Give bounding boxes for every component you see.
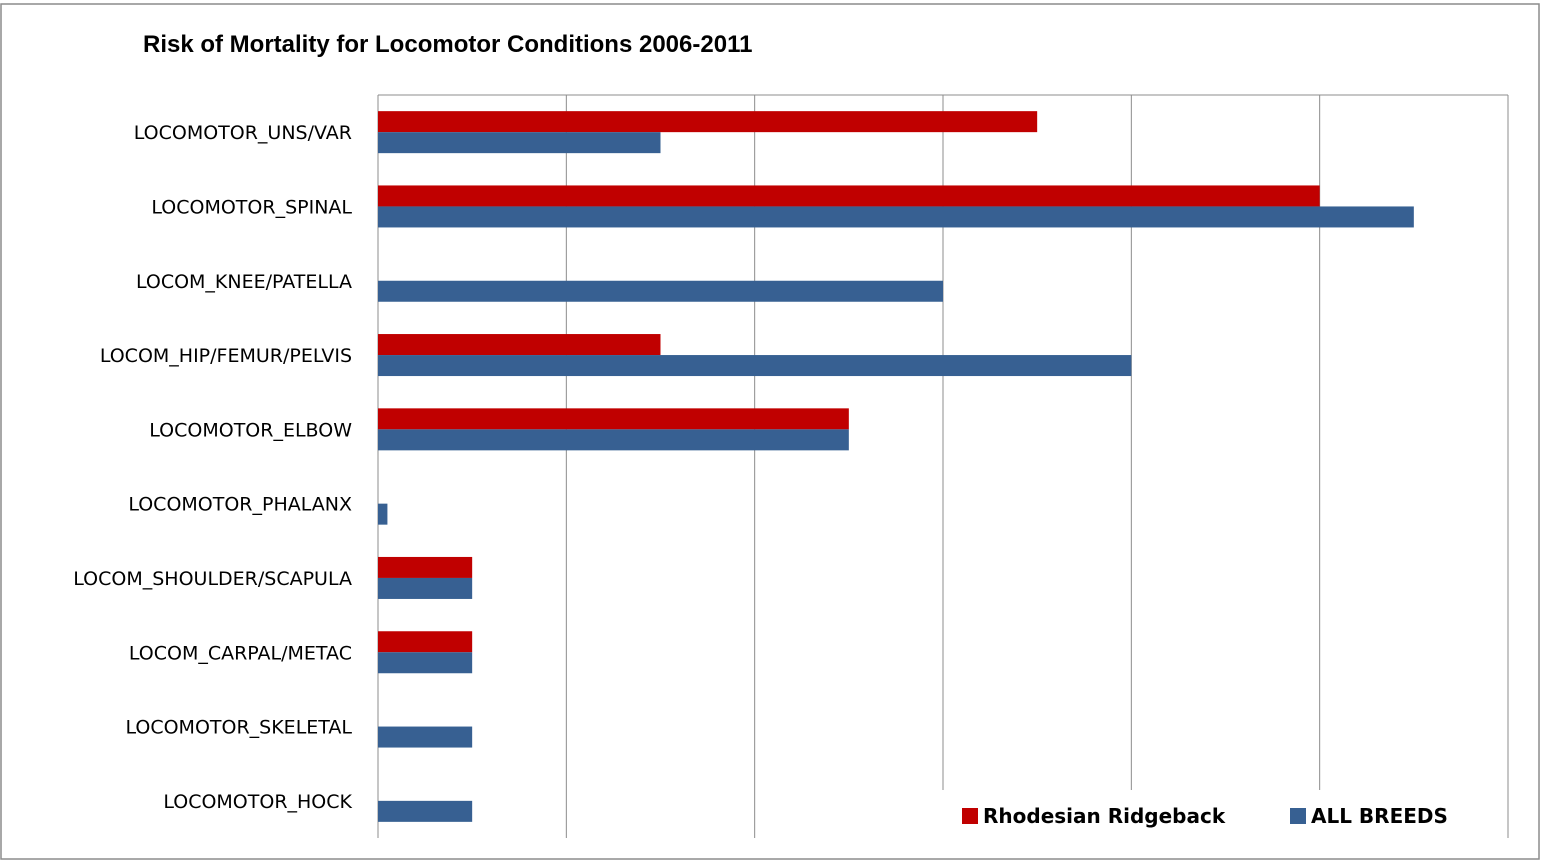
bar-all-breeds-locomotor-phalanx xyxy=(378,503,388,525)
legend-label-rhodesian-ridgeback: Rhodesian Ridgeback xyxy=(983,804,1226,828)
category-label-locom-carpal-metac: LOCOM_CARPAL/METAC xyxy=(129,642,352,664)
bar-rhodesian-ridgeback-locomotor-uns-var xyxy=(378,111,1038,133)
bar-rhodesian-ridgeback-locom-carpal-metac xyxy=(378,631,473,653)
category-labels: LOCOMOTOR_UNS/VAR LOCOMOTOR_SPINAL LOCOM_K… xyxy=(73,122,352,813)
chart-title: Risk of Mortality for Locomotor Conditio… xyxy=(143,31,752,58)
bar-all-breeds-locomotor-hock xyxy=(378,800,473,822)
legend-label-all-breeds: ALL BREEDS xyxy=(1311,804,1448,828)
legend: Rhodesian Ridgeback ALL BREEDS xyxy=(940,790,1480,840)
category-label-locomotor-phalanx: LOCOMOTOR_PHALANX xyxy=(128,494,352,516)
bar-rhodesian-ridgeback-locomotor-spinal xyxy=(378,185,1320,207)
category-label-locomotor-uns-var: LOCOMOTOR_UNS/VAR xyxy=(134,122,352,144)
bar-all-breeds-locom-carpal-metac xyxy=(378,652,473,674)
bar-all-breeds-locomotor-spinal xyxy=(378,206,1414,228)
category-label-locom-knee-patella: LOCOM_KNEE/PATELLA xyxy=(136,271,352,293)
bar-all-breeds-locomotor-skeletal xyxy=(378,726,473,748)
bar-all-breeds-locomotor-uns-var xyxy=(378,132,661,154)
bar-rhodesian-ridgeback-locomotor-elbow xyxy=(378,408,849,430)
bar-all-breeds-locom-knee-patella xyxy=(378,280,943,302)
legend-swatch-rhodesian-ridgeback xyxy=(962,808,978,824)
category-label-locomotor-hock: LOCOMOTOR_HOCK xyxy=(163,791,352,813)
legend-swatch-all-breeds xyxy=(1290,808,1306,824)
bar-rhodesian-ridgeback-locom-hip-femur-pelvis xyxy=(378,334,661,356)
category-label-locomotor-skeletal: LOCOMOTOR_SKELETAL xyxy=(125,717,352,739)
bar-all-breeds-locom-shoulder-scapula xyxy=(378,577,473,599)
bars xyxy=(378,111,1414,822)
bar-all-breeds-locomotor-elbow xyxy=(378,429,849,451)
category-label-locom-shoulder-scapula: LOCOM_SHOULDER/SCAPULA xyxy=(73,568,352,590)
category-label-locomotor-elbow: LOCOMOTOR_ELBOW xyxy=(149,419,352,441)
legend-background xyxy=(940,790,1480,840)
bar-rhodesian-ridgeback-locom-shoulder-scapula xyxy=(378,556,473,578)
category-label-locomotor-spinal: LOCOMOTOR_SPINAL xyxy=(151,196,352,218)
category-label-locom-hip-femur-pelvis: LOCOM_HIP/FEMUR/PELVIS xyxy=(100,345,352,367)
bar-all-breeds-locom-hip-femur-pelvis xyxy=(378,355,1132,377)
